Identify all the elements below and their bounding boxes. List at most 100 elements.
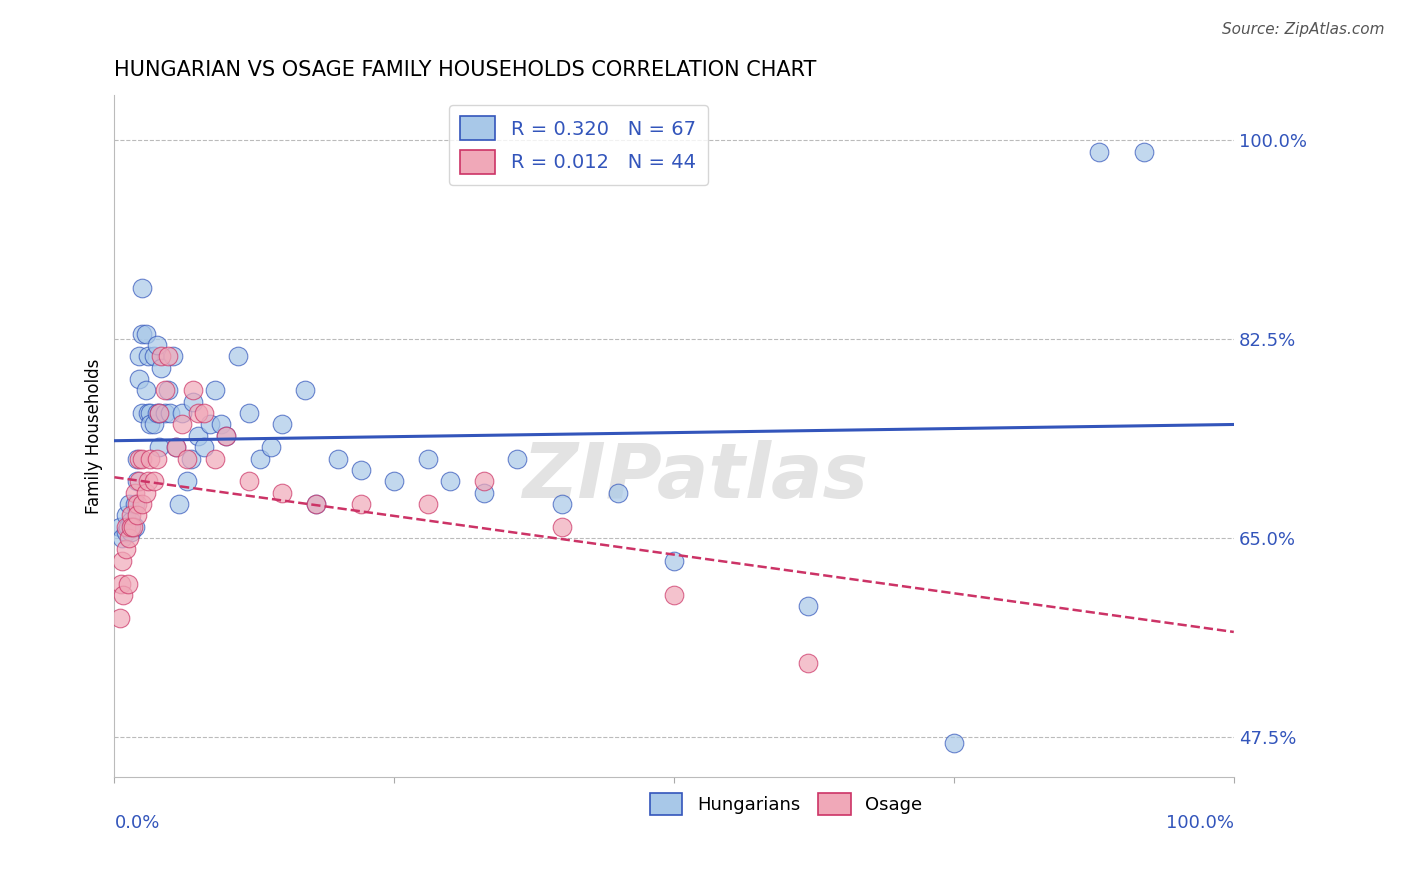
Text: Source: ZipAtlas.com: Source: ZipAtlas.com (1222, 22, 1385, 37)
Point (150, 349, 173, 363)
Point (124, 497, 146, 511)
Point (187, 406, 209, 420)
Point (120, 519, 142, 533)
Point (114, 508, 136, 523)
Point (1133, 145, 1156, 159)
Point (125, 508, 148, 523)
Text: HUNGARIAN VS OSAGE FAMILY HOUSEHOLDS CORRELATION CHART: HUNGARIAN VS OSAGE FAMILY HOUSEHOLDS COR… (114, 60, 817, 79)
Point (136, 406, 159, 420)
Point (111, 554, 134, 568)
Point (153, 384, 176, 398)
Point (797, 599, 820, 614)
Point (124, 485, 146, 500)
Point (142, 417, 165, 432)
Point (114, 542, 136, 557)
Point (128, 372, 150, 386)
Point (131, 281, 153, 295)
Point (382, 475, 405, 489)
Point (125, 451, 148, 466)
Point (204, 384, 226, 398)
Point (114, 525, 136, 540)
Point (662, 588, 685, 602)
Point (122, 519, 145, 533)
Point (135, 485, 157, 500)
Point (472, 475, 495, 489)
Point (146, 406, 169, 420)
Point (170, 406, 193, 420)
Point (118, 497, 141, 511)
Point (128, 451, 150, 466)
Point (215, 429, 238, 443)
Point (150, 360, 173, 375)
Point (146, 451, 169, 466)
Point (439, 475, 461, 489)
Point (193, 440, 215, 454)
Point (136, 349, 159, 363)
Point (942, 735, 965, 749)
Point (260, 440, 283, 454)
Point (180, 451, 202, 466)
Point (305, 497, 328, 511)
Point (198, 417, 221, 432)
Point (165, 440, 187, 454)
Point (114, 519, 136, 533)
Point (607, 485, 630, 500)
Point (294, 384, 316, 398)
Point (305, 497, 328, 511)
Point (226, 349, 249, 363)
Text: 100.0%: 100.0% (1166, 814, 1234, 832)
Point (162, 349, 184, 363)
Point (328, 451, 350, 466)
Point (131, 497, 153, 511)
Point (416, 497, 439, 511)
Point (112, 588, 135, 602)
Point (117, 519, 139, 533)
Point (187, 429, 209, 443)
Point (153, 406, 176, 420)
Point (142, 349, 165, 363)
Point (139, 417, 162, 432)
Point (117, 576, 139, 591)
Point (797, 656, 820, 670)
Point (238, 475, 260, 489)
Point (249, 451, 271, 466)
Point (146, 338, 169, 352)
Point (148, 406, 170, 420)
Point (120, 508, 142, 523)
Point (170, 417, 193, 432)
Point (165, 440, 187, 454)
Point (215, 429, 238, 443)
Point (181, 394, 204, 409)
Point (238, 406, 260, 420)
Y-axis label: Family Households: Family Households (86, 359, 103, 514)
Point (1088, 145, 1111, 159)
Point (176, 475, 198, 489)
Point (131, 451, 153, 466)
Point (135, 384, 157, 398)
Text: ZIPatlas: ZIPatlas (523, 440, 869, 514)
Point (209, 417, 232, 432)
Point (135, 326, 157, 341)
Point (204, 451, 226, 466)
Point (108, 519, 131, 533)
Point (506, 451, 529, 466)
Point (120, 514, 142, 528)
Point (169, 497, 191, 511)
Point (148, 406, 170, 420)
Point (662, 554, 685, 568)
Point (181, 384, 204, 398)
Point (128, 349, 150, 363)
Point (110, 576, 132, 591)
Point (125, 475, 148, 489)
Point (551, 497, 574, 511)
Point (120, 525, 142, 540)
Point (136, 475, 159, 489)
Point (350, 463, 373, 477)
Point (124, 519, 146, 533)
Point (176, 451, 198, 466)
Point (157, 349, 180, 363)
Point (472, 485, 495, 500)
Point (118, 531, 141, 545)
Point (416, 451, 439, 466)
Point (131, 406, 153, 420)
